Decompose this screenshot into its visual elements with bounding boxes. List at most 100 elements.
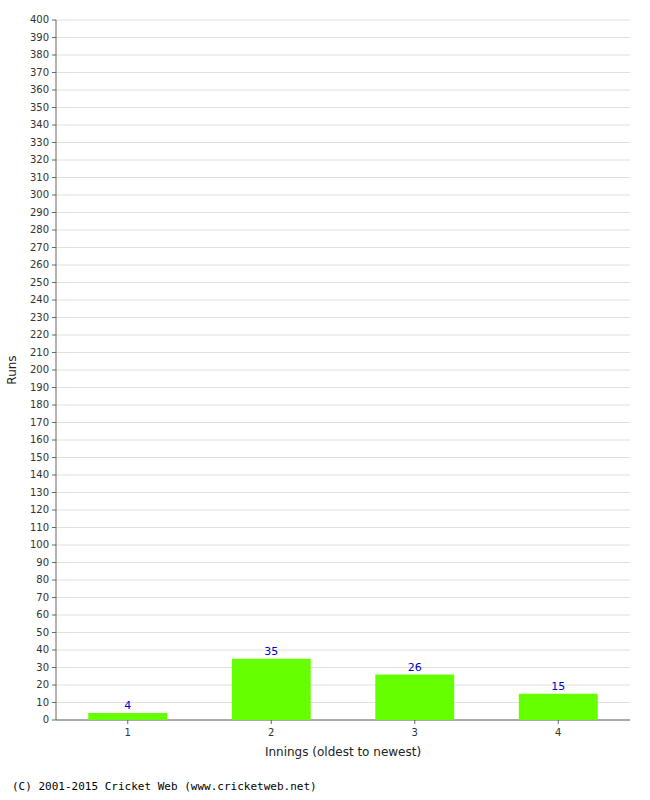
- y-tick-label: 340: [30, 119, 49, 130]
- grid-line: [56, 597, 630, 598]
- y-tick: [52, 55, 56, 56]
- y-axis-label: Runs: [5, 355, 19, 384]
- y-tick-label: 250: [30, 277, 49, 288]
- y-tick: [52, 37, 56, 38]
- y-axis-line: [56, 20, 57, 720]
- bars: [88, 659, 597, 720]
- y-tick-label: 100: [30, 539, 49, 550]
- grid-line: [56, 90, 630, 91]
- grid-line: [56, 650, 630, 651]
- y-tick-label: 200: [30, 364, 49, 375]
- y-tick: [52, 142, 56, 143]
- grid-line: [56, 492, 630, 493]
- grid-line: [56, 107, 630, 108]
- y-tick: [52, 195, 56, 196]
- y-tick: [52, 352, 56, 353]
- y-tick-label: 390: [30, 32, 49, 43]
- y-tick-label: 330: [30, 137, 49, 148]
- y-tick-label: 40: [36, 644, 49, 655]
- grid: [56, 20, 630, 720]
- grid-line: [56, 422, 630, 423]
- y-tick: [52, 597, 56, 598]
- data-label: 35: [264, 645, 278, 658]
- y-tick-label: 130: [30, 487, 49, 498]
- y-tick: [52, 510, 56, 511]
- y-tick: [52, 702, 56, 703]
- grid-line: [56, 667, 630, 668]
- y-tick-label: 260: [30, 259, 49, 270]
- grid-line: [56, 160, 630, 161]
- grid-line: [56, 632, 630, 633]
- y-tick: [52, 230, 56, 231]
- grid-line: [56, 580, 630, 581]
- y-tick-label: 210: [30, 347, 49, 358]
- grid-line: [56, 300, 630, 301]
- y-tick: [52, 650, 56, 651]
- y-tick: [52, 492, 56, 493]
- y-tick: [52, 282, 56, 283]
- y-tick: [52, 387, 56, 388]
- y-tick-label: 60: [36, 609, 49, 620]
- grid-line: [56, 317, 630, 318]
- y-tick: [52, 370, 56, 371]
- y-tick: [52, 107, 56, 108]
- x-tick: [414, 720, 415, 724]
- y-tick-label: 0: [43, 714, 49, 725]
- data-label: 26: [408, 661, 422, 674]
- grid-line: [56, 335, 630, 336]
- y-tick: [52, 212, 56, 213]
- grid-line: [56, 212, 630, 213]
- grid-line: [56, 247, 630, 248]
- bar: [375, 675, 454, 721]
- grid-line: [56, 562, 630, 563]
- y-tick-label: 370: [30, 67, 49, 78]
- y-tick-label: 140: [30, 469, 49, 480]
- y-tick-label: 350: [30, 102, 49, 113]
- y-tick-label: 380: [30, 49, 49, 60]
- y-tick-label: 310: [30, 172, 49, 183]
- grid-line: [56, 457, 630, 458]
- data-label: 15: [551, 680, 565, 693]
- grid-line: [56, 142, 630, 143]
- y-tick-label: 270: [30, 242, 49, 253]
- y-tick-label: 400: [30, 14, 49, 25]
- bar: [232, 659, 311, 720]
- y-tick: [52, 300, 56, 301]
- y-tick: [52, 317, 56, 318]
- y-tick-label: 90: [36, 557, 49, 568]
- y-tick: [52, 720, 56, 721]
- grid-line: [56, 387, 630, 388]
- grid-line: [56, 37, 630, 38]
- grid-line: [56, 282, 630, 283]
- grid-line: [56, 527, 630, 528]
- y-tick: [52, 667, 56, 668]
- y-tick-label: 120: [30, 504, 49, 515]
- grid-line: [56, 440, 630, 441]
- grid-line: [56, 615, 630, 616]
- y-tick: [52, 247, 56, 248]
- x-tick: [558, 720, 559, 724]
- y-tick: [52, 440, 56, 441]
- y-tick: [52, 160, 56, 161]
- y-tick-label: 320: [30, 154, 49, 165]
- grid-line: [56, 510, 630, 511]
- y-tick-label: 80: [36, 574, 49, 585]
- y-tick-label: 70: [36, 592, 49, 603]
- grid-line: [56, 370, 630, 371]
- y-tick-label: 30: [36, 662, 49, 673]
- grid-line: [56, 405, 630, 406]
- y-tick: [52, 457, 56, 458]
- y-tick: [52, 632, 56, 633]
- axes: 0102030405060708090100110120130140150160…: [30, 14, 630, 738]
- x-tick-label: 4: [555, 727, 561, 738]
- y-tick: [52, 685, 56, 686]
- grid-line: [56, 352, 630, 353]
- y-tick-label: 230: [30, 312, 49, 323]
- chart-container: 0102030405060708090100110120130140150160…: [0, 0, 650, 800]
- x-axis-label: Innings (oldest to newest): [265, 745, 421, 759]
- y-tick: [52, 72, 56, 73]
- grid-line: [56, 685, 630, 686]
- bar: [88, 713, 167, 720]
- y-tick: [52, 615, 56, 616]
- x-tick-label: 2: [268, 727, 274, 738]
